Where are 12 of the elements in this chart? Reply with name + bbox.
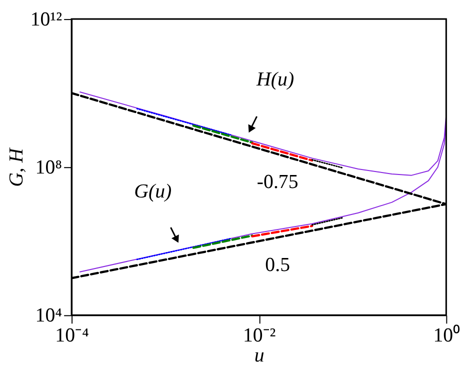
annotation: G(u) [134,180,172,203]
x-tick-label: 10⁻⁴ [55,324,90,347]
y-tick-label: 10¹² [30,8,62,31]
series-label: -0.75 [256,170,298,193]
x-tick-label: 10⁰ [433,324,460,347]
y-tick-label: 10⁴ [35,304,62,327]
annotation: H(u) [256,68,294,90]
y-tick-label: 10⁸ [35,156,62,179]
y-axis-title: G, H [5,146,28,187]
series-label: 0.5 [265,254,290,276]
x-axis-title: u [254,344,264,366]
x-tick-label: 10⁻² [242,324,276,347]
